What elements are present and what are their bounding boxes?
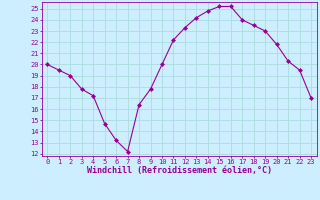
X-axis label: Windchill (Refroidissement éolien,°C): Windchill (Refroidissement éolien,°C) <box>87 166 272 175</box>
